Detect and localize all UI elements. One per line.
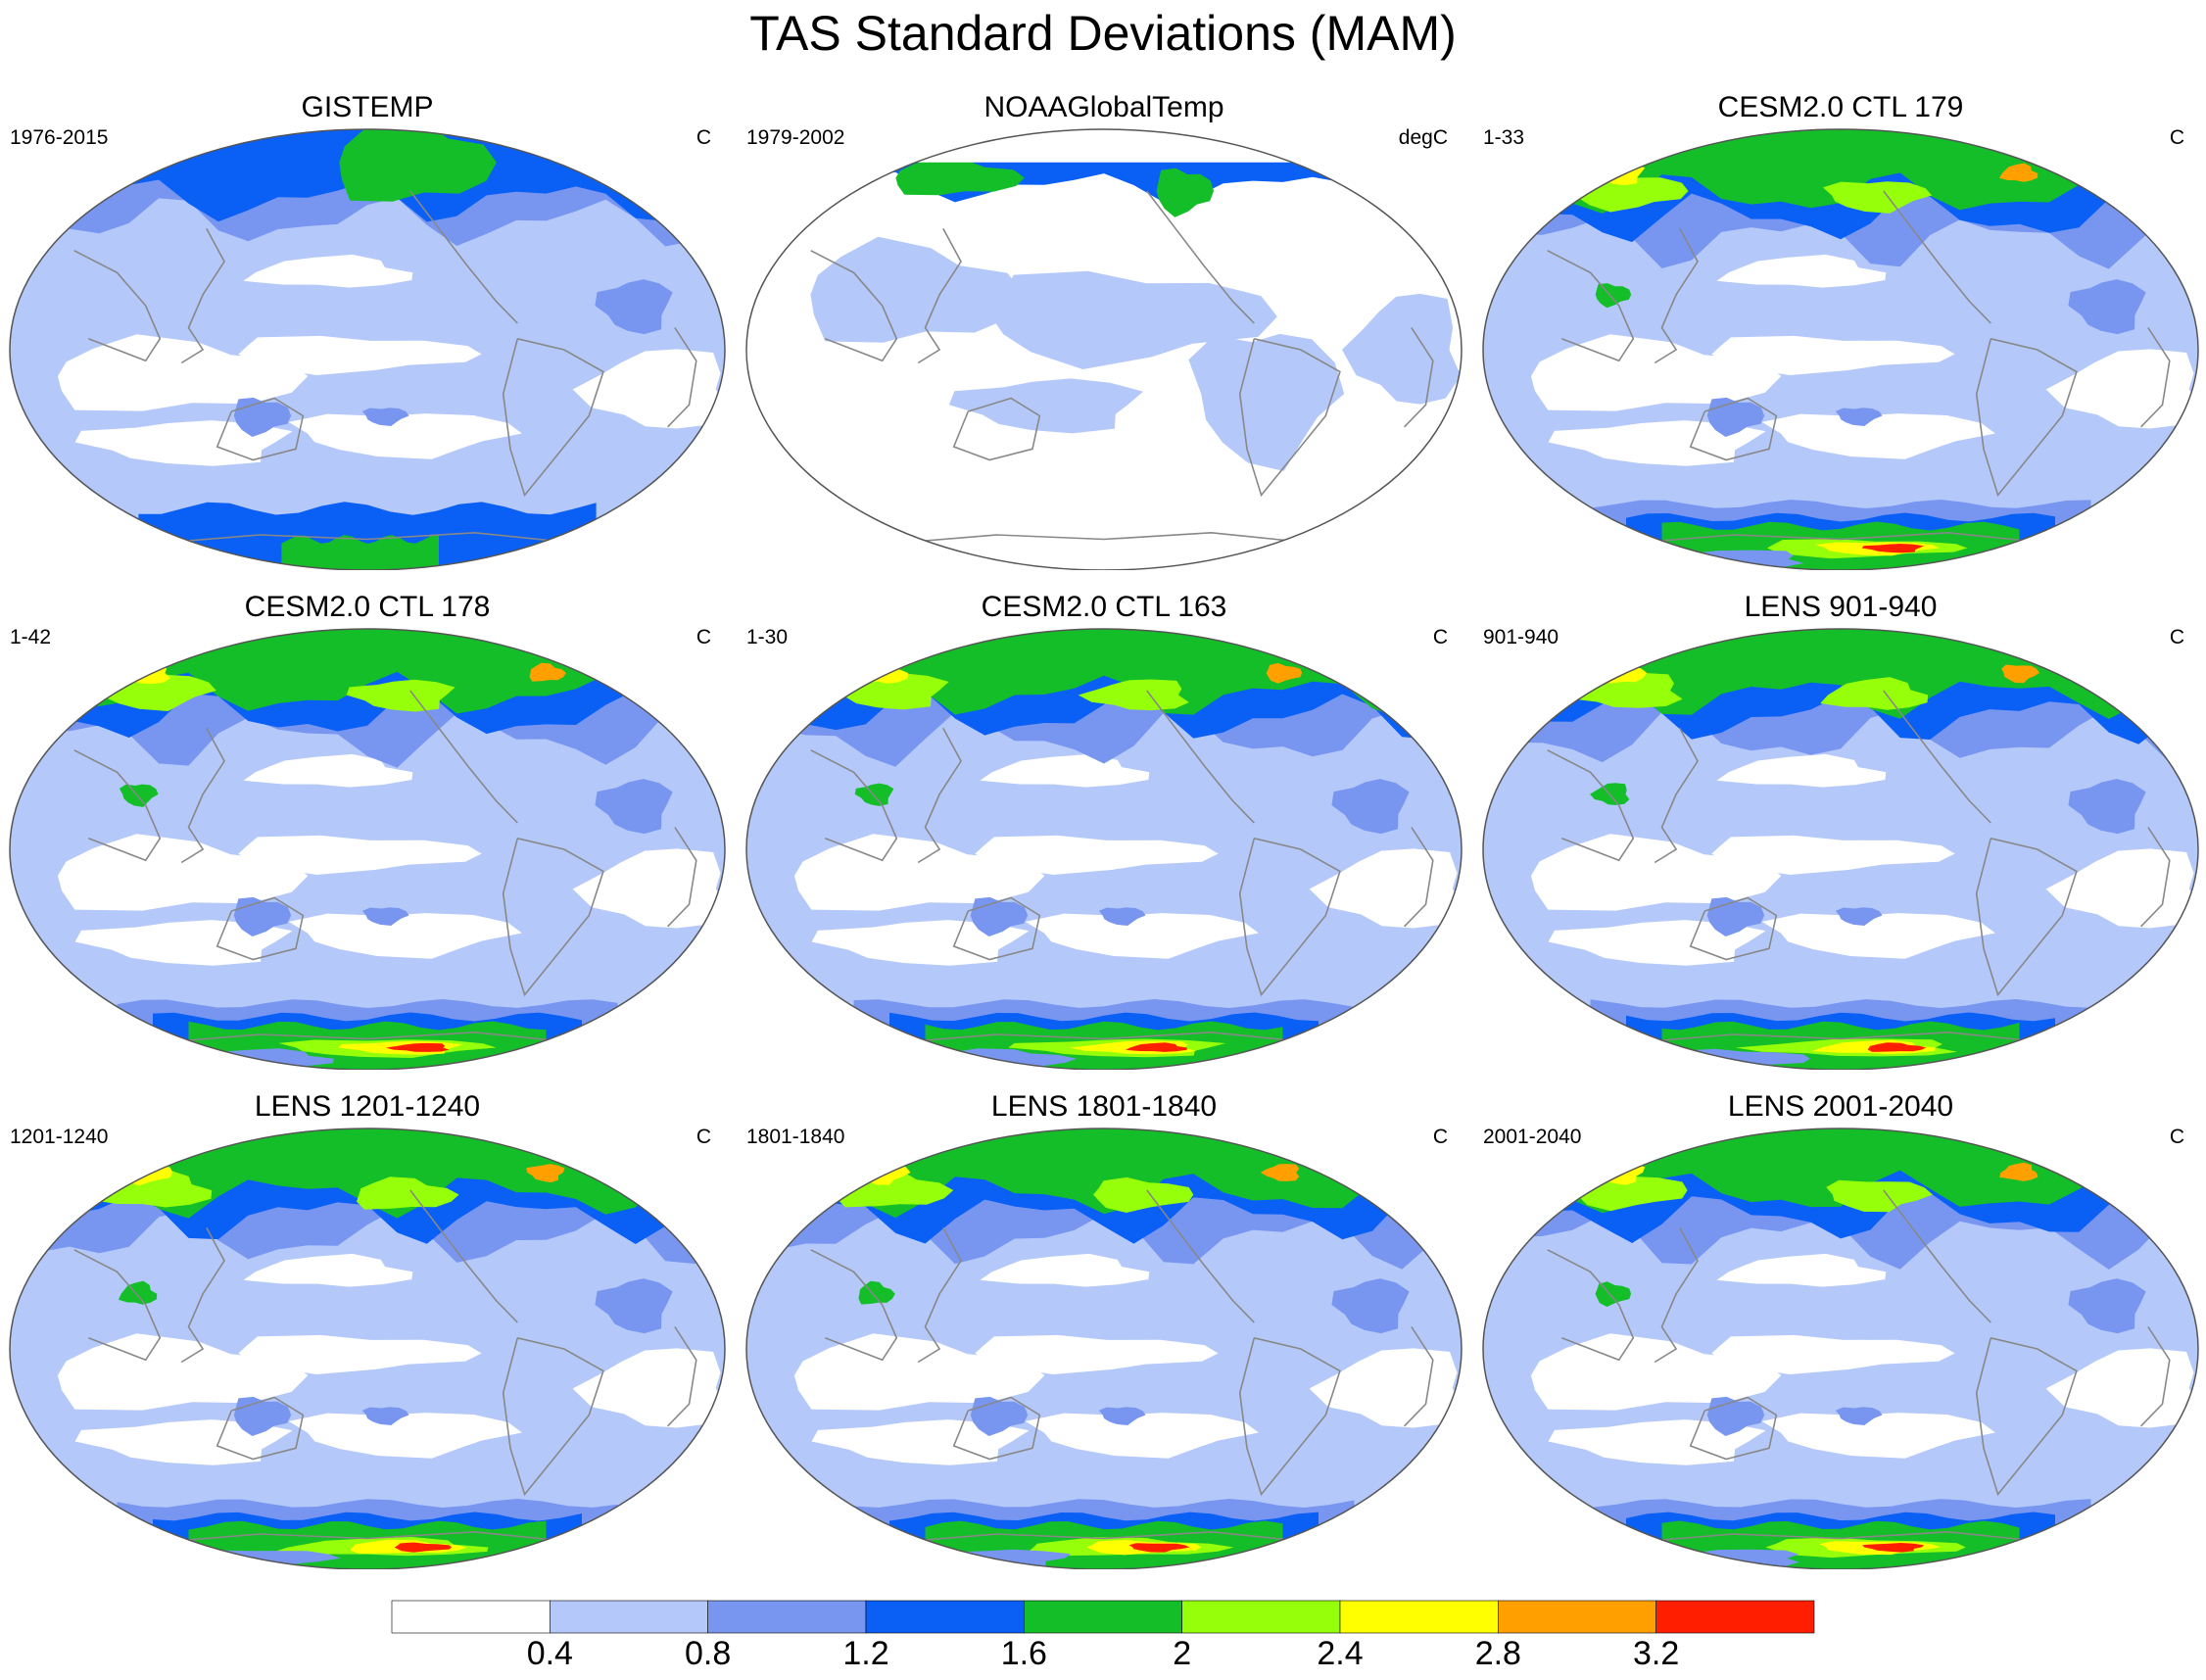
figure-title: TAS Standard Deviations (MAM) — [749, 6, 1457, 61]
colorbar-tick-label: 2.4 — [1317, 1635, 1364, 1672]
map-border — [1482, 128, 2199, 570]
map-panel: CESM2.0 CTL 163 1-30 C — [737, 590, 1471, 1070]
map-border — [745, 628, 1463, 1070]
colorbar-box — [391, 1600, 551, 1634]
panel-title: CESM2.0 CTL 178 — [244, 591, 491, 623]
map-panel: LENS 901-940 901-940 C — [1473, 590, 2206, 1070]
colorbar-tick-label: 1.6 — [1000, 1635, 1047, 1672]
colorbar-tick-label: 0.4 — [526, 1635, 573, 1672]
colorbar-box — [707, 1600, 867, 1634]
panel-units-label: C — [695, 1126, 711, 1148]
map-panel: LENS 1801-1840 1801-1840 C — [737, 1089, 1471, 1569]
map-plot — [9, 128, 726, 570]
colorbar-box — [1498, 1600, 1656, 1634]
panel-period-label: 1979-2002 — [746, 126, 845, 149]
colorbar-tick-label: 2 — [1173, 1635, 1192, 1672]
colorbar-tick-label: 2.8 — [1474, 1635, 1521, 1672]
panel-units-label: C — [2169, 126, 2184, 149]
panel-period-label: 1801-1840 — [746, 1126, 845, 1148]
colorbar-box — [865, 1600, 1025, 1634]
colorbar-box — [550, 1600, 708, 1634]
panel-title: GISTEMP — [301, 91, 434, 123]
map-panel: CESM2.0 CTL 178 1-42 C — [0, 590, 735, 1070]
colorbar-box — [1181, 1600, 1341, 1634]
panel-title: CESM2.0 CTL 179 — [1717, 91, 1964, 123]
colorbar-box — [1024, 1600, 1182, 1634]
map-panel: LENS 1201-1240 1201-1240 C — [0, 1089, 735, 1569]
map-border — [9, 128, 726, 570]
map-plot — [1482, 128, 2199, 570]
panel-units-label: C — [695, 626, 711, 648]
panel-title: LENS 901-940 — [1744, 591, 1938, 623]
colorbar-box — [1655, 1600, 1815, 1634]
panel-title: LENS 1201-1240 — [254, 1090, 481, 1123]
panel-period-label: 1976-2015 — [10, 126, 109, 149]
panel-period-label: 2001-2040 — [1483, 1126, 1582, 1148]
panel-title: NOAAGlobalTemp — [983, 91, 1224, 123]
colorbar-box — [1339, 1600, 1499, 1634]
panel-units-label: C — [2169, 1126, 2184, 1148]
map-plot — [745, 1128, 1463, 1569]
panel-title: LENS 1801-1840 — [990, 1090, 1218, 1123]
panel-units-label: C — [1432, 1126, 1448, 1148]
map-plot — [1482, 628, 2199, 1070]
map-plot — [9, 1128, 726, 1569]
panel-period-label: 1-33 — [1483, 126, 1525, 149]
map-plot — [9, 628, 726, 1070]
panel-units-label: degC — [1398, 126, 1448, 149]
map-panel: GISTEMP 1976-2015 C — [0, 90, 735, 570]
panel-period-label: 901-940 — [1483, 626, 1559, 648]
colorbar-tick-label: 1.2 — [842, 1635, 889, 1672]
panel-title: CESM2.0 CTL 163 — [981, 591, 1227, 623]
map-plot — [745, 128, 1463, 570]
map-border — [745, 128, 1463, 570]
map-panel: LENS 2001-2040 2001-2040 C — [1473, 1089, 2206, 1569]
map-border — [9, 1128, 726, 1569]
panel-period-label: 1-30 — [746, 626, 789, 648]
panel-title: LENS 2001-2040 — [1727, 1090, 1954, 1123]
map-plot — [745, 628, 1463, 1070]
panel-units-label: C — [2169, 626, 2184, 648]
panel-period-label: 1-42 — [10, 626, 52, 648]
colorbar-tick-label: 0.8 — [685, 1635, 732, 1672]
map-panel: CESM2.0 CTL 179 1-33 C — [1473, 90, 2206, 570]
panel-period-label: 1201-1240 — [10, 1126, 109, 1148]
map-border — [1482, 1128, 2199, 1569]
map-border — [1482, 628, 2199, 1070]
map-plot — [1482, 1128, 2199, 1569]
map-border — [9, 628, 726, 1070]
panel-units-label: C — [695, 126, 711, 149]
colorbar-tick-label: 3.2 — [1633, 1635, 1680, 1672]
map-border — [745, 1128, 1463, 1569]
panel-units-label: C — [1432, 626, 1448, 648]
map-panel: NOAAGlobalTemp 1979-2002 degC — [737, 90, 1471, 570]
